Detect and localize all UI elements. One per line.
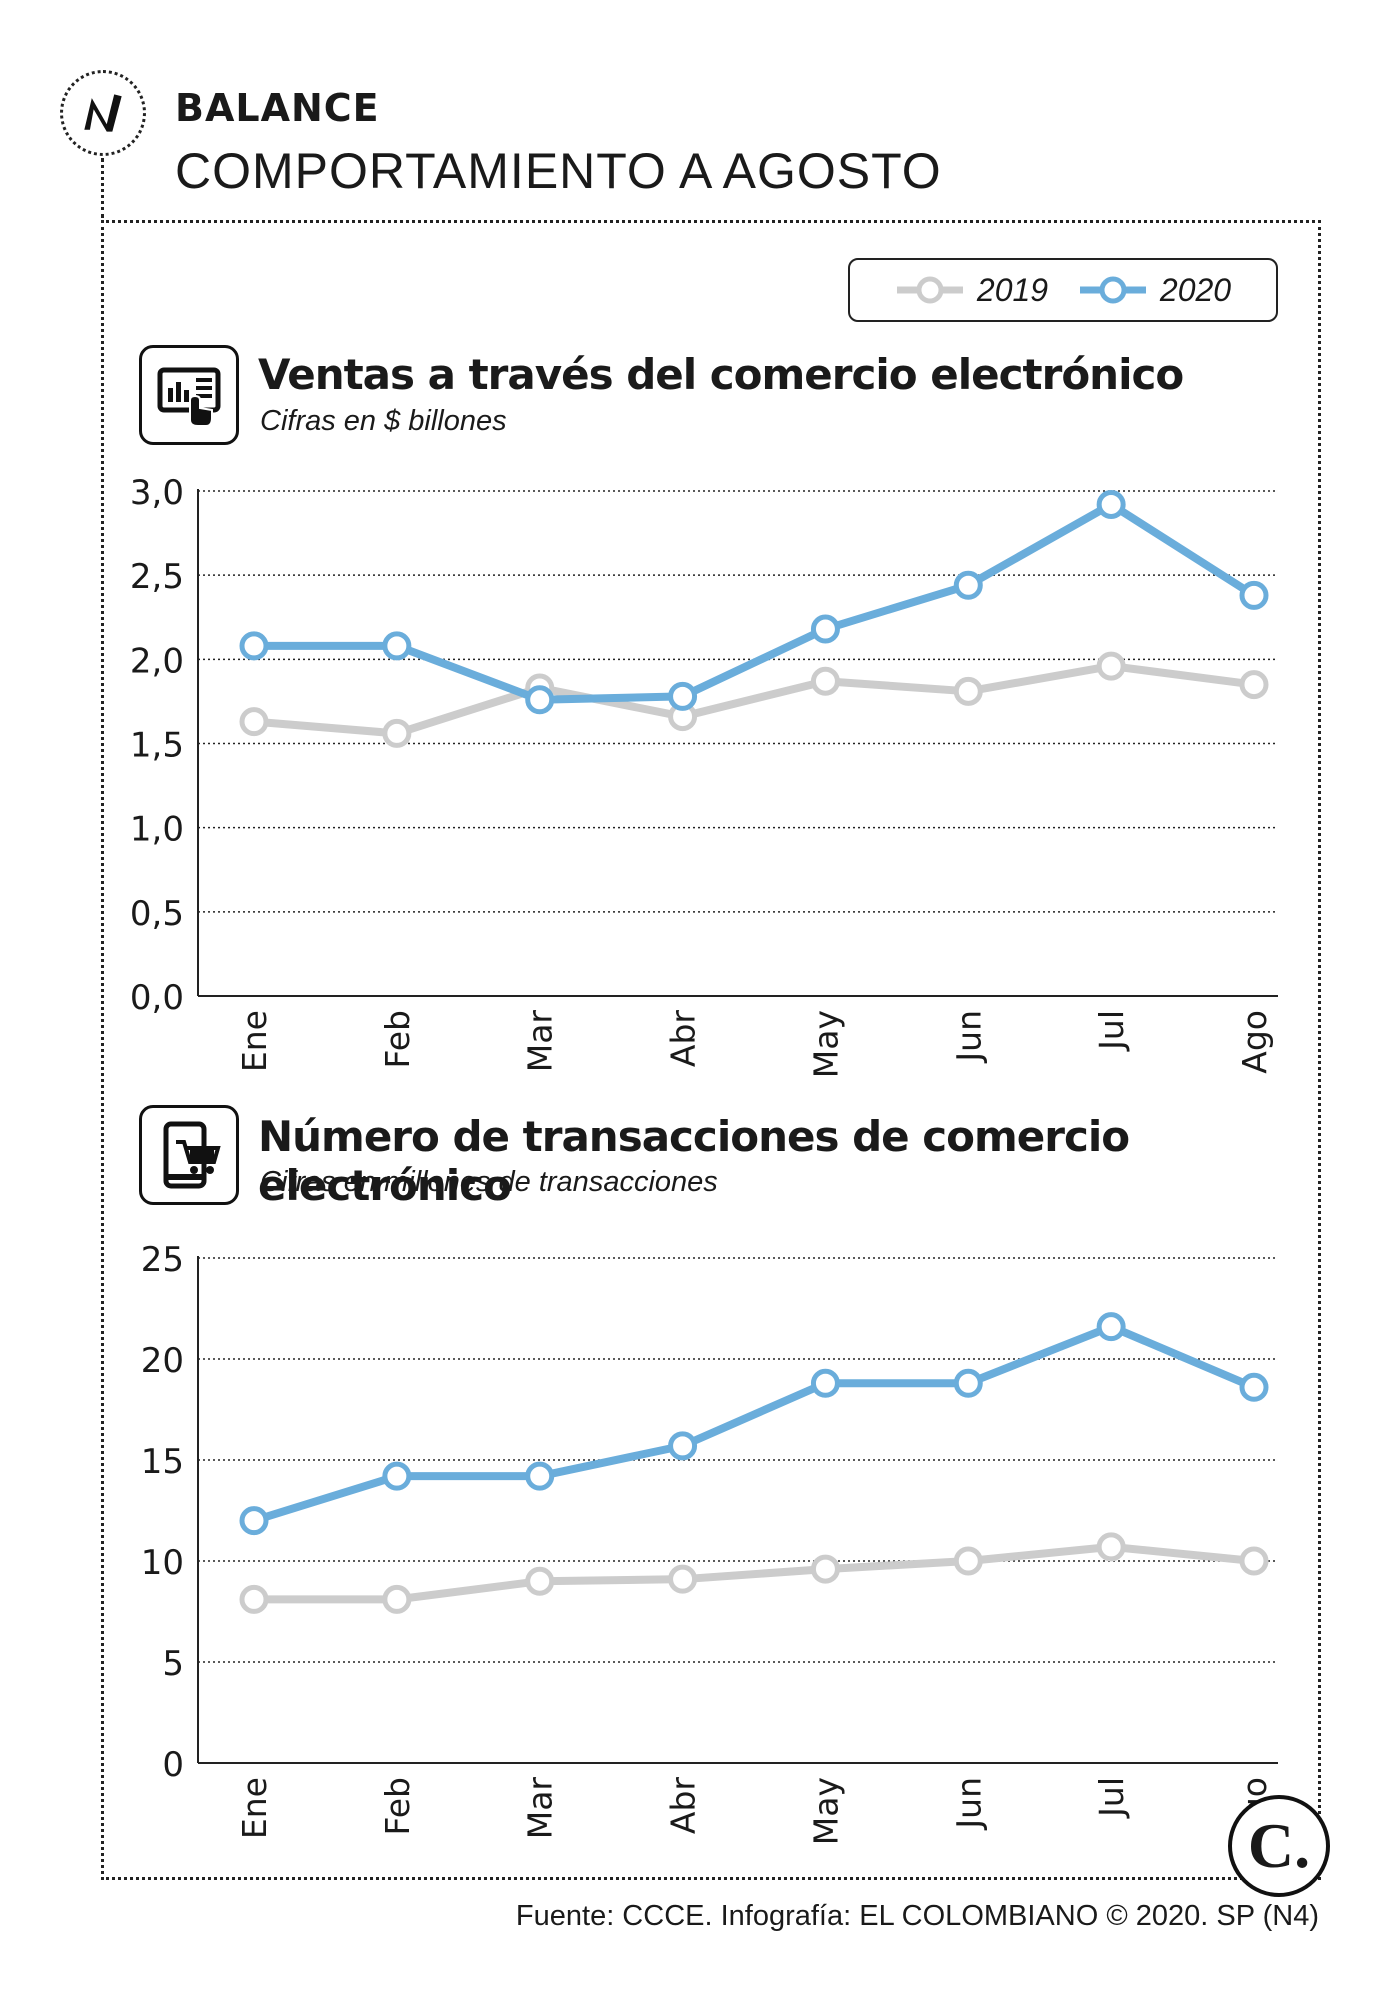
chart-1-series-2019-line	[253, 662, 1255, 738]
chart-1-y-tick-label: 2,5	[130, 557, 184, 597]
chart-2-x-tick-label: Jul	[1092, 1777, 1131, 1819]
el-colombiano-n-logo	[60, 70, 146, 156]
chart-1-series-2019-point	[1239, 670, 1269, 700]
chart-1-x-tick-label: Jul	[1092, 1010, 1131, 1052]
chart-1-y-tick-label: 0,5	[130, 894, 184, 934]
chart-1-x-tick-label: Mar	[521, 1010, 560, 1073]
chart-1-series-2020-point	[1096, 489, 1126, 519]
chart-2-series-2020-point	[525, 1461, 555, 1491]
kicker-label: BALANCE	[175, 86, 380, 130]
legend-label-2020: 2020	[1159, 271, 1232, 308]
chart-2-series-2019-line	[254, 1542, 1255, 1604]
chart-frame	[101, 220, 1321, 1880]
el-colombiano-badge: C.	[1228, 1795, 1330, 1897]
frame-connector	[101, 158, 104, 218]
chart-1-y-tick-label: 3,0	[130, 473, 184, 513]
chart-1-series-2020-point	[1239, 580, 1269, 610]
chart-2-y-tick-label: 10	[141, 1543, 184, 1583]
chart-1-y-tick-label: 2,0	[130, 641, 184, 681]
chart-2-series-2019-point	[382, 1584, 412, 1614]
panel-2-subtitle: Cifras en millones de transacciones	[260, 1166, 718, 1198]
chart-2-y-tick-label: 25	[141, 1240, 184, 1280]
chart-2-series-2020-point	[239, 1506, 269, 1536]
legend-swatch-2020-icon	[1078, 275, 1148, 305]
tablet-chart-icon	[139, 345, 239, 445]
legend-item-2019: 2019	[895, 272, 1048, 309]
chart-2-series-2020-point	[668, 1431, 698, 1461]
chart-1-x-tick-label: Feb	[378, 1010, 417, 1068]
legend-swatch-2019-icon	[895, 275, 965, 305]
chart-2-y-tick-label: 15	[141, 1442, 184, 1482]
page-title: COMPORTAMIENTO A AGOSTO	[175, 143, 942, 199]
legend: 2019 2020	[848, 258, 1278, 322]
chart-1-y-tick-label: 1,0	[130, 810, 184, 850]
chart-1-series-2019-point	[953, 676, 983, 706]
panel-2-title: Número de transacciones de comercio elec…	[258, 1112, 1130, 1210]
n-logo-icon	[84, 94, 122, 132]
chart-1-series-2019-point	[810, 666, 840, 696]
chart-2-y-tick-label: 5	[162, 1644, 184, 1684]
chart-1-series-2020-point	[810, 614, 840, 644]
source-credit: Fuente: CCCE. Infografía: EL COLOMBIANO …	[515, 1900, 1319, 1932]
chart-2-series-2020-line	[252, 1322, 1256, 1525]
chart-2-x-tick-label: May	[806, 1777, 845, 1845]
chart-1-series-2020-line	[254, 500, 1257, 704]
legend-item-2020: 2020	[1078, 272, 1231, 309]
legend-label-2019: 2019	[976, 271, 1049, 308]
chart-1-series-2019-point	[239, 707, 269, 737]
chart-1-y-tick-label: 1,5	[130, 726, 184, 766]
chart-2-y-tick-label: 0	[162, 1745, 184, 1785]
chart-2-series-2019-point	[953, 1546, 983, 1576]
chart-1-x-tick-label: Abr	[664, 1010, 703, 1068]
chart-2-series-2020-point	[382, 1461, 412, 1491]
chart-2-series-2019-point	[668, 1564, 698, 1594]
chart-1-series-2020-point	[525, 685, 555, 715]
chart-2-series-2020-point	[810, 1368, 840, 1398]
chart-1-x-tick-label: Ene	[235, 1010, 274, 1072]
chart-2-series-2020-point	[953, 1368, 983, 1398]
panel-1-title: Ventas a través del comercio electrónico	[258, 350, 1184, 399]
chart-1-series-2020-point	[239, 631, 269, 661]
chart-2-series-2020-point	[1239, 1372, 1269, 1402]
chart-1-x-tick-label: May	[806, 1010, 845, 1078]
chart-2-series-2019-point	[1239, 1546, 1269, 1576]
chart-1-series-2020-point	[953, 570, 983, 600]
chart-2-y-tick-label: 20	[141, 1341, 184, 1381]
chart-1-series-2020-point	[668, 681, 698, 711]
phone-cart-icon	[139, 1105, 239, 1205]
chart-1-series-2019-point	[382, 718, 412, 748]
chart-1-x-tick-label: Jun	[949, 1010, 988, 1064]
panel-1-subtitle: Cifras en $ billones	[260, 405, 507, 437]
chart-2-series-2019-point	[810, 1554, 840, 1584]
chart-2-x-tick-label: Abr	[664, 1777, 703, 1835]
chart-1-x-tick-label: Ago	[1235, 1010, 1274, 1074]
chart-2-x-tick-label: Jun	[949, 1777, 988, 1831]
chart-2-x-tick-label: Ene	[235, 1777, 274, 1839]
chart-2-series-2020-point	[1096, 1312, 1126, 1342]
chart-1-series-2019-point	[1096, 651, 1126, 681]
chart-2-x-tick-label: Mar	[521, 1777, 560, 1840]
chart-2-series-2019-point	[239, 1584, 269, 1614]
chart-1-y-tick-label: 0,0	[130, 978, 184, 1018]
chart-2-series-2019-point	[1096, 1532, 1126, 1562]
chart-2-series-2019-point	[525, 1566, 555, 1596]
chart-2-x-tick-label: Feb	[378, 1777, 417, 1835]
chart-1-series-2020-point	[382, 631, 412, 661]
